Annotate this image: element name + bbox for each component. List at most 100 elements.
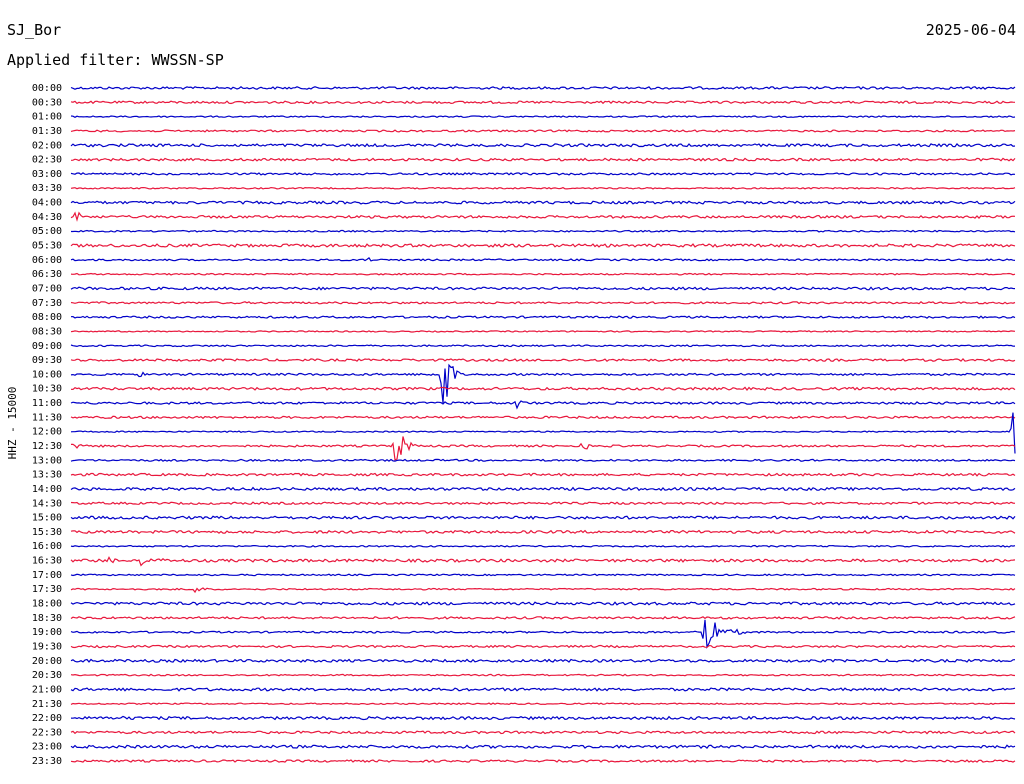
trace xyxy=(70,587,1016,594)
axis-label: HHZ - 15000 xyxy=(6,387,19,460)
trace xyxy=(70,515,1016,520)
trace xyxy=(70,363,1016,404)
trace xyxy=(70,186,1016,190)
row-label: 10:00 xyxy=(32,369,62,380)
trace xyxy=(70,573,1016,577)
row-label: 07:30 xyxy=(32,298,62,309)
row-label: 13:00 xyxy=(32,455,62,466)
row-label: 06:30 xyxy=(32,269,62,280)
row-label: 13:30 xyxy=(32,470,62,481)
trace xyxy=(70,200,1016,205)
row-label: 03:00 xyxy=(32,169,62,180)
row-label: 21:00 xyxy=(32,684,62,695)
trace xyxy=(70,129,1016,133)
row-label: 05:00 xyxy=(32,226,62,237)
trace xyxy=(70,315,1016,319)
row-label: 04:30 xyxy=(32,212,62,223)
trace xyxy=(70,702,1016,706)
trace xyxy=(70,301,1016,305)
row-label: 21:30 xyxy=(32,699,62,710)
trace xyxy=(70,257,1016,262)
row-label: 23:30 xyxy=(32,756,62,767)
trace xyxy=(70,86,1016,90)
trace xyxy=(70,330,1016,333)
trace xyxy=(70,157,1016,162)
row-label: 11:00 xyxy=(32,398,62,409)
row-label: 15:00 xyxy=(32,513,62,524)
row-label: 22:00 xyxy=(32,713,62,724)
trace xyxy=(70,715,1016,721)
trace xyxy=(70,687,1016,692)
trace xyxy=(70,658,1016,663)
row-label: 15:30 xyxy=(32,527,62,538)
row-label: 16:00 xyxy=(32,541,62,552)
row-label: 17:30 xyxy=(32,584,62,595)
row-label: 05:30 xyxy=(32,241,62,252)
row-label: 03:30 xyxy=(32,183,62,194)
row-label: 04:00 xyxy=(32,198,62,209)
row-label: 00:30 xyxy=(32,97,62,108)
trace xyxy=(70,100,1016,105)
row-label: 09:30 xyxy=(32,355,62,366)
filter-label: Applied filter: WWSSN-SP xyxy=(7,51,224,69)
trace xyxy=(70,415,1016,420)
trace xyxy=(70,744,1016,750)
row-label: 18:00 xyxy=(32,599,62,610)
row-label: 02:00 xyxy=(32,140,62,151)
row-label: 02:30 xyxy=(32,155,62,166)
row-label: 18:30 xyxy=(32,613,62,624)
trace xyxy=(70,344,1016,348)
trace xyxy=(70,412,1016,454)
trace xyxy=(70,730,1016,735)
row-label: 01:30 xyxy=(32,126,62,137)
trace xyxy=(70,501,1016,506)
trace xyxy=(70,556,1016,567)
row-label: 20:00 xyxy=(32,656,62,667)
trace xyxy=(70,436,1016,461)
trace xyxy=(70,272,1016,276)
row-label: 23:00 xyxy=(32,742,62,753)
trace xyxy=(70,243,1016,248)
row-label: 17:00 xyxy=(32,570,62,581)
trace xyxy=(70,644,1016,649)
row-label: 12:30 xyxy=(32,441,62,452)
trace xyxy=(70,386,1016,391)
trace xyxy=(70,544,1016,548)
station-name: SJ_Bor xyxy=(7,21,61,39)
trace xyxy=(70,142,1016,148)
row-label: 20:30 xyxy=(32,670,62,681)
row-label: 00:00 xyxy=(32,83,62,94)
trace xyxy=(71,229,1016,233)
trace xyxy=(70,619,1016,649)
row-label: 07:00 xyxy=(32,283,62,294)
row-label: 12:00 xyxy=(32,427,62,438)
row-label: 22:30 xyxy=(32,727,62,738)
trace xyxy=(70,615,1016,620)
row-label: 10:30 xyxy=(32,384,62,395)
row-label: 09:00 xyxy=(32,341,62,352)
row-label: 06:00 xyxy=(32,255,62,266)
trace xyxy=(70,759,1016,763)
row-label: 14:00 xyxy=(32,484,62,495)
trace xyxy=(70,529,1016,535)
trace xyxy=(70,286,1016,291)
trace xyxy=(70,458,1016,462)
row-label: 08:00 xyxy=(32,312,62,323)
trace xyxy=(70,673,1016,677)
row-label: 01:00 xyxy=(32,112,62,123)
trace xyxy=(70,486,1016,492)
date: 2025-06-04 xyxy=(926,21,1016,39)
trace xyxy=(70,211,1016,222)
trace xyxy=(70,472,1016,477)
row-label: 19:00 xyxy=(32,627,62,638)
traces xyxy=(70,86,1016,763)
trace xyxy=(70,400,1016,410)
row-label: 16:30 xyxy=(32,556,62,567)
trace xyxy=(70,172,1016,176)
row-label: 11:30 xyxy=(32,412,62,423)
trace xyxy=(70,358,1016,362)
row-label: 19:30 xyxy=(32,641,62,652)
row-label: 14:30 xyxy=(32,498,62,509)
